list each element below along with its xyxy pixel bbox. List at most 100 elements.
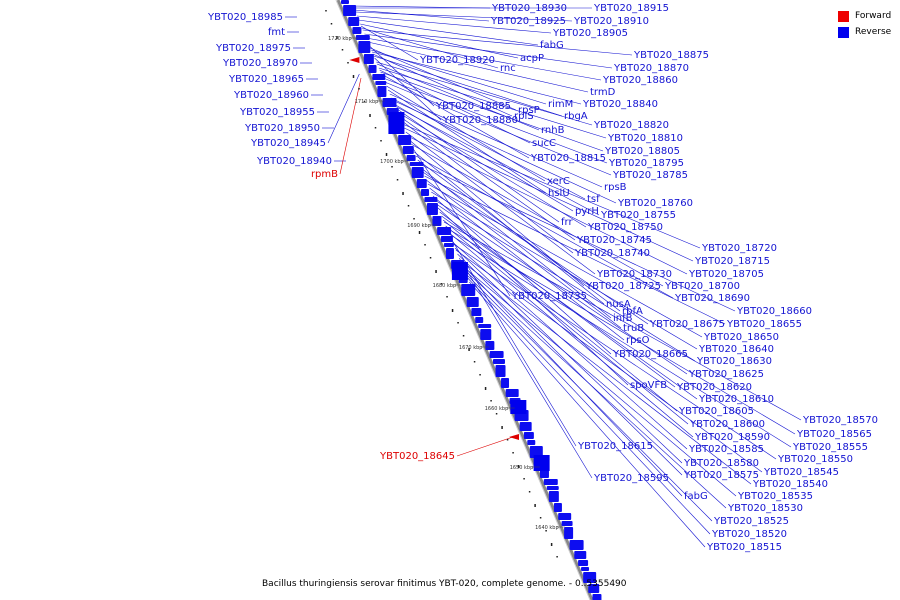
- label-connector: [412, 147, 511, 297]
- reverse-gene: [416, 179, 427, 188]
- forward-track-mark: [424, 244, 426, 246]
- label-connector: [448, 233, 792, 448]
- gene-label: YBT020_18920: [419, 55, 495, 66]
- gene-label: YBT020_18585: [688, 444, 764, 455]
- label-connector: [442, 219, 678, 412]
- label-connector: [354, 9, 490, 22]
- label-connector: [427, 183, 703, 338]
- gene-label: YBT020_18705: [688, 269, 764, 280]
- forward-track-mark: [402, 192, 404, 195]
- legend-reverse-label: Reverse: [855, 27, 892, 37]
- reverse-gene: [523, 432, 534, 439]
- forward-track-mark: [490, 400, 492, 402]
- reverse-gene: [421, 189, 430, 196]
- label-connectors: [285, 5, 802, 548]
- gene-label: rbfA: [622, 306, 643, 317]
- reverse-gene: [440, 236, 453, 242]
- label-connector: [373, 55, 563, 117]
- gene-label: YBT020_18520: [711, 529, 787, 540]
- gene-label: YBT020_18810: [607, 133, 683, 144]
- gene-label: rimM: [548, 99, 573, 110]
- label-connector: [398, 115, 576, 241]
- gene-label: rpmB: [311, 169, 338, 180]
- reverse-gene: [510, 400, 527, 414]
- label-connector: [431, 191, 698, 350]
- reverse-gene: [574, 551, 587, 559]
- forward-track-mark: [462, 335, 465, 337]
- gene-label: YBT020_18515: [706, 542, 782, 553]
- label-connector: [426, 179, 622, 329]
- reverse-gene: [341, 0, 349, 4]
- label-connector: [358, 19, 539, 46]
- gene-label: YBT020_18875: [633, 50, 709, 61]
- scale-tick-label: 1650 kbp: [510, 465, 534, 471]
- label-connector: [389, 93, 603, 188]
- reverse-gene: [475, 317, 484, 323]
- forward-track-mark: [341, 49, 344, 51]
- gene-label: YBT020_18750: [587, 222, 663, 233]
- gene-label: hslU: [548, 188, 570, 199]
- label-connector: [453, 243, 777, 460]
- gene-label: YBT020_18530: [727, 503, 803, 514]
- label-connector: [369, 45, 435, 107]
- scale-tick-label: 1680 kbp: [433, 283, 457, 289]
- gene-label: YBT020_18660: [736, 306, 812, 317]
- label-connector: [366, 37, 602, 81]
- label-connector: [384, 81, 612, 176]
- forward-track-mark: [385, 153, 388, 156]
- gene-label: YBT020_18760: [617, 198, 693, 209]
- forward-track-mark: [451, 309, 454, 312]
- scale-ticks: 1720 kbp 1710 kbp 1700 kbp 1690 kbp 1680 kbp…: [328, 36, 566, 531]
- reverse-gene: [578, 560, 589, 566]
- reverse-gene: [592, 594, 602, 600]
- gene-label: YBT020_18580: [683, 458, 759, 469]
- forward-track-mark: [429, 257, 432, 259]
- reverse-gene: [581, 567, 590, 571]
- reverse-gene: [561, 521, 573, 526]
- gene-label: YBT020_18945: [250, 138, 326, 149]
- gene-label: trmD: [590, 87, 616, 98]
- gene-label: YBT020_18985: [207, 12, 283, 23]
- reverse-gene: [409, 162, 424, 166]
- label-connector: [464, 269, 727, 509]
- label-connector: [446, 227, 796, 435]
- label-connector: [437, 207, 629, 386]
- gene-label: YBT020_18915: [593, 3, 669, 14]
- gene-label: rbgA: [564, 111, 588, 122]
- label-connector: [356, 15, 552, 34]
- gene-label: YBT020_18575: [683, 470, 759, 481]
- forward-gene-rpmB: [349, 57, 360, 63]
- reverse-gene: [402, 146, 414, 154]
- gene-label: rplS: [514, 111, 534, 122]
- legend-reverse: Reverse: [838, 24, 891, 40]
- reverse-gene: [443, 243, 454, 247]
- reverse-gene: [588, 584, 600, 593]
- gene-label: YBT020_18820: [593, 120, 669, 131]
- reverse-gene: [492, 359, 505, 364]
- gene-label: YBT020_18595: [593, 473, 669, 484]
- scale-tick-label: 1640 kbp: [535, 525, 559, 531]
- label-connector: [382, 77, 608, 164]
- label-connector: [364, 33, 613, 69]
- forward-track-mark: [506, 439, 509, 441]
- scale-tick-label: 1690 kbp: [407, 223, 431, 229]
- forward-track-mark: [556, 556, 558, 558]
- gene-label: YBT020_18860: [602, 75, 678, 86]
- gene-label: YBT020_18570: [802, 415, 878, 426]
- gene-label: truB: [623, 323, 644, 334]
- reverse-gene: [583, 572, 597, 583]
- forward-track-mark: [435, 270, 437, 273]
- reverse-gene: [478, 324, 492, 328]
- reverse-gene: [377, 86, 387, 97]
- forward-track-mark: [440, 283, 443, 285]
- forward-track-mark: [374, 127, 377, 129]
- label-connector: [456, 436, 514, 457]
- label-connector: [380, 71, 604, 152]
- forward-track-mark: [418, 231, 421, 234]
- forward-track-mark: [369, 114, 371, 117]
- forward-track-mark: [468, 348, 470, 351]
- gene-label: YBT020_18720: [701, 243, 777, 254]
- gene-label: YBT020_18700: [664, 281, 740, 292]
- forward-track-mark: [479, 374, 481, 376]
